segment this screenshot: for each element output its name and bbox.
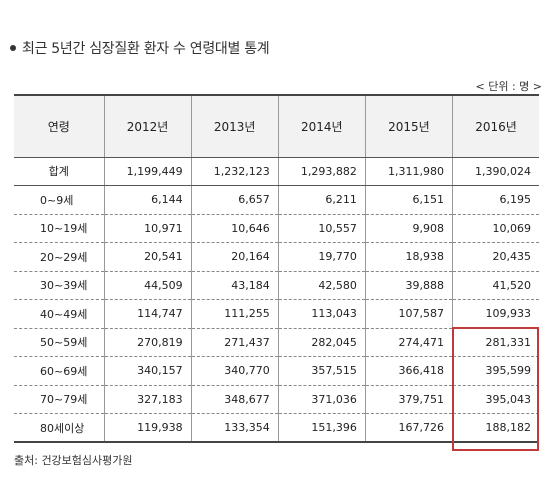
count-cell: 20,435 <box>452 242 539 272</box>
table-row-total: 합계 1,199,449 1,232,123 1,293,882 1,311,980 1,… <box>14 157 539 186</box>
count-cell: 113,043 <box>277 299 366 329</box>
count-cell: 327,183 <box>103 385 192 414</box>
table-row: 0~9세 6,144 6,657 6,211 6,151 6,195 <box>14 185 539 215</box>
count-cell: 114,747 <box>103 299 192 329</box>
table-row: 60~69세 340,157 340,770 357,515 366,418 395,59… <box>14 356 539 386</box>
age-group-cell: 10~19세 <box>14 214 104 243</box>
header-2012: 2012년 <box>103 94 192 158</box>
count-cell: 44,509 <box>103 271 192 300</box>
count-cell: 133,354 <box>190 413 279 443</box>
header-2013: 2013년 <box>190 94 279 158</box>
count-cell: 340,157 <box>103 356 192 386</box>
table-row: 50~59세 270,819 271,437 282,045 274,471 281,33… <box>14 328 539 357</box>
count-cell: 1,293,882 <box>277 157 366 186</box>
unit-label: < 단위 : 명 > <box>475 80 543 93</box>
table-row: 70~79세 327,183 348,677 371,036 379,751 395,04… <box>14 385 539 414</box>
page-title: 최근 5년간 심장질환 환자 수 연령대별 통계 <box>10 38 270 58</box>
header-2014: 2014년 <box>277 94 366 158</box>
age-group-cell: 60~69세 <box>14 356 104 386</box>
count-cell: 20,164 <box>190 242 279 272</box>
count-cell: 119,938 <box>103 413 192 443</box>
count-cell: 107,587 <box>364 299 453 329</box>
count-cell: 271,437 <box>190 328 279 357</box>
count-cell: 395,599 <box>452 356 539 386</box>
count-cell: 10,971 <box>103 214 192 243</box>
age-group-cell: 0~9세 <box>14 185 104 215</box>
age-group-cell: 30~39세 <box>14 271 104 300</box>
count-cell: 151,396 <box>277 413 366 443</box>
count-cell: 274,471 <box>364 328 453 357</box>
count-cell: 42,580 <box>277 271 366 300</box>
count-cell: 41,520 <box>452 271 539 300</box>
statistics-table: 연령 2012년 2013년 2014년 2015년 2016년 합계 1,199… <box>14 94 539 443</box>
count-cell: 10,646 <box>190 214 279 243</box>
header-2016: 2016년 <box>452 94 539 158</box>
count-cell: 371,036 <box>277 385 366 414</box>
count-cell: 18,938 <box>364 242 453 272</box>
age-group-cell: 70~79세 <box>14 385 104 414</box>
count-cell: 6,151 <box>364 185 453 215</box>
highlight-box <box>452 327 539 451</box>
count-cell: 340,770 <box>190 356 279 386</box>
header-age: 연령 <box>14 94 105 158</box>
count-cell: 10,069 <box>452 214 539 243</box>
source-note: 출처: 건강보험심사평가원 <box>14 454 133 467</box>
count-cell: 20,541 <box>103 242 192 272</box>
table-row: 10~19세 10,971 10,646 10,557 9,908 10,069 <box>14 214 539 243</box>
count-cell: 6,657 <box>190 185 279 215</box>
count-cell: 19,770 <box>277 242 366 272</box>
count-cell: 6,195 <box>452 185 539 215</box>
count-cell: 348,677 <box>190 385 279 414</box>
age-group-cell: 80세이상 <box>14 413 104 443</box>
table-row: 20~29세 20,541 20,164 19,770 18,938 20,435 <box>14 242 539 272</box>
age-group-cell: 50~59세 <box>14 328 104 357</box>
age-group-cell: 합계 <box>14 157 104 186</box>
count-cell: 109,933 <box>452 299 539 329</box>
count-cell: 10,557 <box>277 214 366 243</box>
count-cell: 282,045 <box>277 328 366 357</box>
count-cell: 1,311,980 <box>364 157 453 186</box>
count-cell: 281,331 <box>452 328 539 357</box>
count-cell: 9,908 <box>364 214 453 243</box>
count-cell: 43,184 <box>190 271 279 300</box>
age-group-cell: 20~29세 <box>14 242 104 272</box>
bullet-icon <box>10 45 16 51</box>
count-cell: 357,515 <box>277 356 366 386</box>
count-cell: 111,255 <box>190 299 279 329</box>
table-header-row: 연령 2012년 2013년 2014년 2015년 2016년 <box>14 94 539 158</box>
table-row: 40~49세 114,747 111,255 113,043 107,587 109,93… <box>14 299 539 329</box>
header-2015: 2015년 <box>364 94 454 158</box>
count-cell: 1,199,449 <box>103 157 192 186</box>
count-cell: 270,819 <box>103 328 192 357</box>
count-cell: 1,390,024 <box>452 157 539 186</box>
count-cell: 379,751 <box>364 385 453 414</box>
count-cell: 1,232,123 <box>190 157 279 186</box>
table-row: 80세이상 119,938 133,354 151,396 167,726 188,182 <box>14 413 539 443</box>
count-cell: 167,726 <box>364 413 453 443</box>
count-cell: 188,182 <box>452 413 539 443</box>
table-row: 30~39세 44,509 43,184 42,580 39,888 41,520 <box>14 271 539 300</box>
count-cell: 6,211 <box>277 185 366 215</box>
count-cell: 39,888 <box>364 271 453 300</box>
count-cell: 6,144 <box>103 185 192 215</box>
count-cell: 395,043 <box>452 385 539 414</box>
count-cell: 366,418 <box>364 356 453 386</box>
age-group-cell: 40~49세 <box>14 299 104 329</box>
title-text: 최근 5년간 심장질환 환자 수 연령대별 통계 <box>22 41 270 57</box>
